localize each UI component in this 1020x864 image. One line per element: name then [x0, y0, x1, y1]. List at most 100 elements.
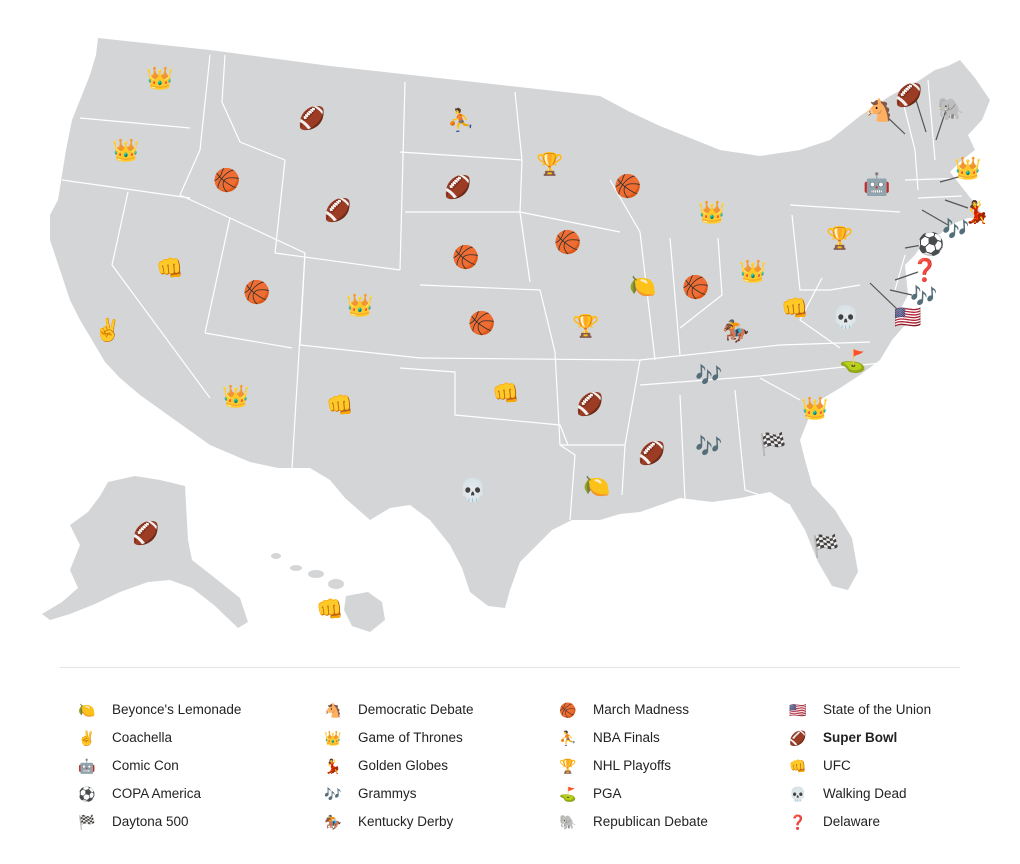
- legend: 🍋 Beyonce's Lemonade ✌️ Coachella 🤖 Comic Con…: [0, 696, 1020, 846]
- daytona-icon: 🏁: [78, 814, 96, 830]
- legend-label: Coachella: [112, 730, 173, 745]
- legend-label: Democratic Debate: [358, 702, 474, 717]
- gop-icon: 🐘: [559, 814, 577, 830]
- marker-montana: 🏈: [298, 106, 325, 132]
- legend-item-delaware: ❓ Delaware: [773, 808, 880, 836]
- legend-item-gop: 🐘 Republican Debate: [543, 808, 708, 836]
- walkingdead-icon: 💀: [789, 786, 807, 802]
- legend-label: State of the Union: [823, 702, 932, 717]
- legend-label: Super Bowl: [823, 730, 898, 745]
- marker-pennsylvania: 🏆: [826, 226, 853, 251]
- superbowl-icon: 🏈: [789, 730, 807, 746]
- michigan-lower-peninsula: [688, 158, 748, 238]
- grammys-icon: 🎶: [324, 786, 342, 802]
- legend-item-madness: 🏀 March Madness: [543, 696, 689, 724]
- legend-label: Comic Con: [112, 758, 179, 773]
- legend-item-coachella: ✌️ Coachella: [62, 724, 172, 752]
- legend-item-derby: 🏇 Kentucky Derby: [308, 808, 453, 836]
- legend-label: Game of Thrones: [358, 730, 463, 745]
- marker-oregon: 👑: [112, 138, 139, 163]
- marker-hawaii: 👊: [316, 597, 343, 622]
- marker-florida: 🏁: [812, 534, 839, 559]
- marker-mississippi: 🏈: [638, 441, 665, 467]
- legend-label: Republican Debate: [593, 814, 708, 829]
- legend-item-nba: ⛹️ NBA Finals: [543, 724, 660, 752]
- marker-north-dakota: ⛹️: [447, 107, 474, 133]
- marker-virginia: 💀: [832, 305, 859, 330]
- legend-item-sotu: 🇺🇸 State of the Union: [773, 696, 931, 724]
- marker-alaska: 🏈: [132, 521, 159, 547]
- globes-icon: 💃: [324, 758, 342, 774]
- marker-ohio: 👑: [739, 259, 766, 284]
- marker-delaware: ❓: [911, 258, 938, 283]
- legend-label: PGA: [593, 786, 622, 801]
- nhl-icon: 🏆: [559, 758, 577, 774]
- marker-utah: 🏀: [243, 278, 270, 307]
- marker-tennessee: 🎶: [695, 363, 722, 388]
- marker-wyoming: 🏈: [324, 198, 351, 224]
- legend-item-globes: 💃 Golden Globes: [308, 752, 448, 780]
- marker-new-york: 🤖: [863, 172, 890, 197]
- legend-label: Beyonce's Lemonade: [112, 702, 242, 717]
- marker-west-virginia: 👊: [781, 296, 808, 321]
- marker-alabama: 🎶: [695, 434, 722, 459]
- delaware-icon: ❓: [789, 814, 807, 830]
- marker-new-mexico: 👊: [326, 393, 353, 418]
- marker-minnesota: 🏆: [536, 152, 563, 177]
- marker-nebraska: 🏀: [452, 243, 479, 272]
- michigan-upper-peninsula: [608, 138, 700, 166]
- legend-item-lemonade: 🍋 Beyonce's Lemonade: [62, 696, 241, 724]
- marker-iowa: 🏀: [554, 228, 581, 257]
- marker-maine: 🐘: [937, 97, 964, 122]
- hawaii-island-1: [271, 553, 281, 559]
- legend-item-grammys: 🎶 Grammys: [308, 780, 417, 808]
- marker-arkansas: 🏈: [576, 392, 603, 418]
- marker-kentucky: 🏇: [722, 319, 749, 344]
- legend-label: Walking Dead: [823, 786, 907, 801]
- marker-georgia: 🏁: [759, 432, 786, 457]
- alaska-landmass: [42, 476, 248, 628]
- madness-icon: 🏀: [559, 702, 577, 718]
- lemonade-icon: 🍋: [78, 702, 96, 718]
- marker-missouri: 🏆: [572, 314, 599, 339]
- marker-south-dakota: 🏈: [444, 175, 471, 201]
- legend-label: Grammys: [358, 786, 417, 801]
- marker-michigan: 👑: [698, 200, 725, 225]
- marker-connecticut: 🎶: [942, 217, 969, 242]
- legend-label: NHL Playoffs: [593, 758, 672, 773]
- marker-washington: 👑: [146, 66, 173, 91]
- ufc-icon: 👊: [789, 758, 807, 774]
- copa-icon: ⚽: [78, 786, 96, 802]
- sotu-icon: 🇺🇸: [789, 702, 807, 718]
- marker-new-jersey: ⚽: [916, 232, 944, 257]
- legend-label: Golden Globes: [358, 758, 449, 773]
- marker-new-hampshire: 🏈: [895, 83, 922, 109]
- legend-label: Kentucky Derby: [358, 814, 454, 829]
- marker-louisiana: 🍋: [583, 474, 610, 499]
- marker-wisconsin: 🏀: [614, 172, 641, 201]
- marker-arizona: 👑: [222, 384, 249, 409]
- marker-california: ✌️: [94, 317, 121, 344]
- legend-label: UFC: [823, 758, 851, 773]
- dem-icon: 🐴: [324, 702, 342, 718]
- hawaii-island-2: [290, 565, 302, 571]
- legend-item-got: 👑 Game of Thrones: [308, 724, 463, 752]
- marker-indiana: 🏀: [682, 273, 709, 302]
- marker-rhode-island: 💃: [963, 200, 990, 226]
- marker-colorado: 👑: [346, 293, 373, 318]
- hawaii-island-big: [344, 592, 385, 632]
- marker-oklahoma: 👊: [492, 381, 519, 406]
- legend-item-dem: 🐴 Democratic Debate: [308, 696, 474, 724]
- legend-label: Daytona 500: [112, 814, 189, 829]
- nba-icon: ⛹️: [559, 730, 577, 746]
- marker-massachusetts: 👑: [954, 156, 981, 181]
- coachella-icon: ✌️: [78, 730, 96, 746]
- divider: [60, 667, 960, 668]
- marker-district-of-columbia: 🇺🇸: [894, 305, 921, 330]
- legend-item-pga: ⛳ PGA: [543, 780, 622, 808]
- marker-nevada: 👊: [156, 256, 183, 281]
- legend-label: NBA Finals: [593, 730, 660, 745]
- hawaii-island-4: [328, 579, 344, 589]
- us-map: 👑👑✌️👊🏀🏈🏈🏀👑👑 👊⛹️🏈🏀🏀👊💀🏆🏀🏆🏈🍋🏀🍋👑🏀👑🏇🎶🏈 🎶 🏁🏁👑⛳💀👊🏆…: [42, 38, 991, 632]
- got-icon: 👑: [324, 730, 342, 746]
